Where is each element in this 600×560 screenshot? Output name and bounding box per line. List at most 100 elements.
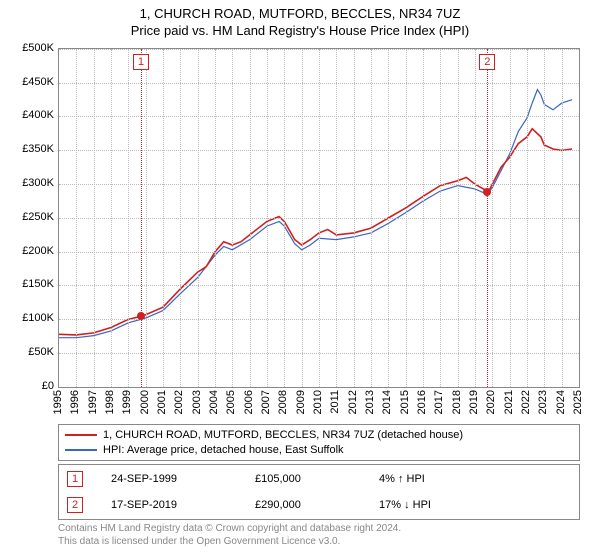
x-gridline [336,49,337,387]
y-tick-label: £500K [22,42,54,54]
x-tick-label: 2011 [329,390,341,414]
legend-row-hpi: HPI: Average price, detached house, East… [65,443,573,458]
title-line-2: Price paid vs. HM Land Registry's House … [131,23,469,38]
line-hpi [59,89,572,337]
chart-title: 1, CHURCH ROAD, MUTFORD, BECCLES, NR34 7… [12,6,588,40]
x-tick-label: 2007 [260,390,272,414]
sale-vertical-line [141,49,142,387]
x-tick-label: 2010 [312,390,324,414]
line-property [59,129,572,335]
x-gridline [232,49,233,387]
x-gridline [371,49,372,387]
x-gridline [163,49,164,387]
x-gridline [302,49,303,387]
x-gridline [527,49,528,387]
x-tick-label: 2000 [139,390,151,414]
x-tick-label: 1999 [121,390,133,414]
x-tick-label: 2008 [277,390,289,414]
y-tick-label: £150K [22,278,54,290]
sale-row-marker: 2 [67,497,83,513]
legend-swatch-hpi [65,449,97,451]
x-gridline [319,49,320,387]
x-gridline [94,49,95,387]
legend-label-hpi: HPI: Average price, detached house, East… [103,443,344,458]
x-tick-label: 2009 [295,390,307,414]
y-tick-label: £100K [22,312,54,324]
x-tick-label: 2024 [555,390,567,414]
legend-swatch-property [65,434,97,436]
sales-table: 1 24-SEP-1999£105,0004% ↑ HPI 2 17-SEP-2019… [58,464,580,520]
sale-point-2 [483,188,491,196]
y-tick-label: £200K [22,245,54,257]
legend-label-property: 1, CHURCH ROAD, MUTFORD, BECCLES, NR34 7… [103,428,463,443]
sale-delta: 4% ↑ HPI [373,467,577,491]
x-tick-label: 2012 [347,390,359,414]
x-gridline [180,49,181,387]
x-tick-label: 2021 [503,390,515,414]
x-tick-label: 2016 [416,390,428,414]
sale-date: 17-SEP-2019 [105,493,247,517]
y-tick-label: £300K [22,177,54,189]
x-tick-label: 1998 [104,390,116,414]
title-line-1: 1, CHURCH ROAD, MUTFORD, BECCLES, NR34 7… [140,6,461,21]
y-tick-label: £450K [22,76,54,88]
x-gridline [128,49,129,387]
x-tick-label: 2003 [191,390,203,414]
y-tick-label: £350K [22,143,54,155]
footer-line-2: This data is licensed under the Open Gov… [58,536,340,547]
x-tick-label: 2005 [225,390,237,414]
sale-vertical-line [487,49,488,387]
sale-delta: 17% ↓ HPI [373,493,577,517]
sale-marker-2: 2 [479,54,495,70]
x-gridline [544,49,545,387]
x-tick-label: 1995 [52,390,64,414]
x-gridline [250,49,251,387]
y-tick-label: £250K [22,211,54,223]
sale-row-marker: 1 [67,471,83,487]
x-gridline [492,49,493,387]
x-tick-label: 2004 [208,390,220,414]
x-gridline [440,49,441,387]
x-tick-label: 2022 [520,390,532,414]
x-tick-label: 2019 [468,390,480,414]
x-gridline [458,49,459,387]
y-tick-label: £400K [22,109,54,121]
footer-line-1: Contains HM Land Registry data © Crown c… [58,523,401,534]
x-tick-label: 2023 [537,390,549,414]
footer-attribution: Contains HM Land Registry data © Crown c… [58,523,580,548]
x-tick-label: 2020 [485,390,497,414]
x-gridline [475,49,476,387]
legend-row-property: 1, CHURCH ROAD, MUTFORD, BECCLES, NR34 7… [65,428,573,443]
sale-price: £105,000 [249,467,371,491]
x-gridline [354,49,355,387]
x-gridline [562,49,563,387]
x-tick-label: 1996 [69,390,81,414]
x-tick-label: 2017 [433,390,445,414]
sale-date: 24-SEP-1999 [105,467,247,491]
x-tick-label: 2001 [156,390,168,414]
x-gridline [267,49,268,387]
x-gridline [111,49,112,387]
y-tick-label: £50K [28,346,54,358]
x-tick-label: 1997 [87,390,99,414]
x-gridline [406,49,407,387]
x-tick-label: 2013 [364,390,376,414]
x-gridline [510,49,511,387]
sale-point-1 [137,312,145,320]
x-tick-label: 2014 [381,390,393,414]
x-tick-label: 2006 [243,390,255,414]
sale-row: 1 24-SEP-1999£105,0004% ↑ HPI [61,467,577,491]
x-gridline [76,49,77,387]
x-gridline [284,49,285,387]
chart-area: £0£50K£100K£150K£200K£250K£300K£350K£400… [12,42,588,422]
x-tick-label: 2025 [572,390,584,414]
x-tick-label: 2015 [399,390,411,414]
x-gridline [215,49,216,387]
x-gridline [388,49,389,387]
sale-row: 2 17-SEP-2019£290,00017% ↓ HPI [61,493,577,517]
legend-box: 1, CHURCH ROAD, MUTFORD, BECCLES, NR34 7… [58,424,580,462]
sale-price: £290,000 [249,493,371,517]
plot-region: 12 [58,48,580,388]
x-gridline [146,49,147,387]
x-gridline [198,49,199,387]
